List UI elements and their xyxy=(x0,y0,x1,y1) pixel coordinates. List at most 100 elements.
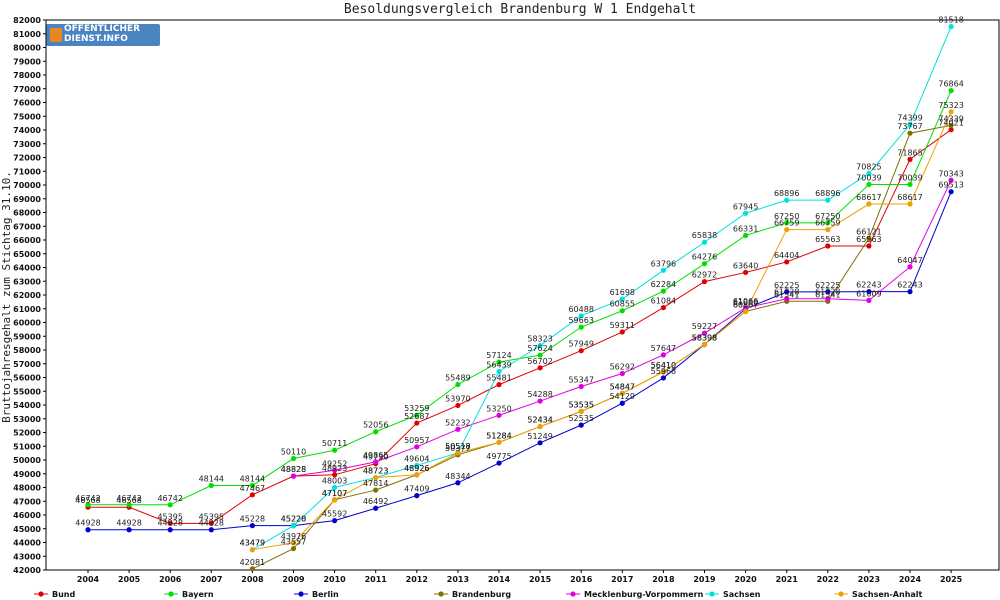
data-point-bund xyxy=(701,279,708,285)
data-label-berlin: 61000 xyxy=(733,298,758,307)
legend-swatch-berlin xyxy=(298,591,304,597)
data-label-sachsen-anhalt: 48723 xyxy=(363,467,388,476)
data-label-bayern: 53259 xyxy=(404,404,429,413)
data-label-sachsen: 49604 xyxy=(404,454,429,463)
data-point-berlin xyxy=(948,189,954,195)
data-point-bund xyxy=(167,520,173,526)
data-label-brandenburg: 42081 xyxy=(240,558,265,567)
data-label-bund: 57949 xyxy=(568,340,593,349)
data-point-bayern xyxy=(496,359,502,365)
logo-line1: OFFENTLICHER xyxy=(64,24,141,34)
data-point-brandenburg xyxy=(866,235,872,241)
y-tick-label: 46000 xyxy=(13,511,41,520)
data-label-sachsen-anhalt: 66759 xyxy=(774,219,799,228)
data-point-bayern xyxy=(126,502,132,508)
data-label-bayern: 52056 xyxy=(363,421,388,430)
data-label-bayern: 76864 xyxy=(938,80,963,89)
y-tick-label: 42000 xyxy=(13,566,41,575)
data-label-bayern: 50711 xyxy=(322,439,347,448)
data-label-mecklenburg-vorpommern: 64047 xyxy=(897,256,922,265)
data-label-mecklenburg-vorpommern: 57647 xyxy=(651,344,676,353)
chart-title: Besoldungsvergleich Brandenburg W 1 Endg… xyxy=(344,2,696,17)
data-point-sachsen-anhalt xyxy=(373,474,379,481)
data-label-bayern: 57624 xyxy=(527,344,552,353)
axes: 42000 43000 44000 45000 46000 47000 48000 49000… xyxy=(13,16,1000,584)
data-label-bund: 65563 xyxy=(815,235,840,244)
data-point-sachsen xyxy=(578,313,584,319)
data-label-bund: 45395 xyxy=(157,512,182,521)
x-tick-label: 2004 xyxy=(77,575,100,584)
data-label-berlin: 48344 xyxy=(445,472,470,481)
y-tick-label: 49000 xyxy=(13,470,41,479)
data-point-mecklenburg-vorpommern xyxy=(414,444,420,450)
data-label-brandenburg: 54847 xyxy=(610,382,635,391)
data-point-sachsen xyxy=(496,368,502,375)
data-label-bund: 55481 xyxy=(486,374,511,383)
y-tick-label: 65000 xyxy=(13,250,41,259)
x-tick-label: 2006 xyxy=(159,575,182,584)
legend-label-sachsen-anhalt: Sachsen-Anhalt xyxy=(852,590,923,599)
data-point-sachsen-anhalt xyxy=(578,408,584,414)
data-point-sachsen xyxy=(825,197,831,203)
data-label-brandenburg: 73767 xyxy=(897,122,922,131)
data-point-bund xyxy=(332,472,338,478)
data-label-bayern: 46742 xyxy=(75,494,100,503)
data-label-mecklenburg-vorpommern: 70343 xyxy=(938,169,963,178)
data-point-mecklenburg-vorpommern xyxy=(290,473,297,479)
data-label-mecklenburg-vorpommern: 56292 xyxy=(610,362,635,371)
data-label-sachsen: 43479 xyxy=(240,539,265,548)
data-point-sachsen-anhalt xyxy=(414,472,420,478)
data-label-berlin: 62225 xyxy=(774,281,799,290)
data-label-bayern: 67250 xyxy=(774,212,799,221)
x-tick-label: 2020 xyxy=(734,575,757,584)
legend-swatch-bayern xyxy=(168,591,174,597)
data-label-sachsen-anhalt: 50518 xyxy=(445,442,470,451)
data-label-mecklenburg-vorpommern: 53250 xyxy=(486,404,511,413)
data-label-brandenburg: 50377 xyxy=(445,444,470,453)
data-label-bund: 48923 xyxy=(322,464,347,473)
data-label-sachsen-anhalt: 68617 xyxy=(897,193,922,202)
x-tick-label: 2007 xyxy=(200,575,222,584)
data-label-bayern: 70039 xyxy=(897,173,922,182)
data-point-bayern xyxy=(208,482,214,489)
data-point-sachsen-anhalt xyxy=(866,201,872,207)
data-label-bund: 47467 xyxy=(240,484,265,493)
data-point-mecklenburg-vorpommern xyxy=(907,264,913,270)
y-tick-label: 52000 xyxy=(13,429,41,438)
y-tick-label: 45000 xyxy=(13,525,41,534)
data-label-bayern: 70039 xyxy=(856,173,881,182)
y-tick-label: 70000 xyxy=(13,181,41,190)
data-point-sachsen xyxy=(907,121,913,128)
data-label-brandenburg: 52434 xyxy=(527,416,552,425)
data-point-berlin xyxy=(619,400,625,406)
data-label-bayern: 59663 xyxy=(568,316,593,325)
data-label-bayern: 62284 xyxy=(651,280,676,289)
data-label-bayern: 67250 xyxy=(815,212,840,221)
data-point-mecklenburg-vorpommern xyxy=(743,305,749,311)
data-point-bayern xyxy=(743,232,749,239)
data-point-sachsen xyxy=(660,267,667,273)
series-line-brandenburg xyxy=(252,124,952,570)
y-tick-label: 58000 xyxy=(13,346,41,355)
data-point-sachsen-anhalt xyxy=(701,341,708,348)
data-label-sachsen-anhalt: 60807 xyxy=(733,300,758,309)
data-label-sachsen-anhalt: 48926 xyxy=(404,464,429,473)
data-label-brandenburg: 53535 xyxy=(568,400,593,409)
data-label-brandenburg: 66121 xyxy=(856,227,881,236)
data-label-berlin: 58398 xyxy=(692,334,717,343)
data-point-sachsen-anhalt xyxy=(290,540,297,546)
data-point-sachsen-anhalt xyxy=(496,439,502,445)
y-tick-label: 79000 xyxy=(13,57,41,66)
data-label-bayern: 48144 xyxy=(240,475,265,484)
logo-icon xyxy=(50,28,62,42)
data-point-mecklenburg-vorpommern xyxy=(948,177,954,183)
data-label-brandenburg: 43557 xyxy=(281,538,306,547)
data-point-sachsen xyxy=(537,342,543,349)
data-point-berlin xyxy=(126,527,132,533)
data-label-brandenburg: 48926 xyxy=(404,464,429,473)
x-tick-label: 2018 xyxy=(652,575,675,584)
data-label-sachsen: 70825 xyxy=(856,163,881,172)
data-label-berlin: 47409 xyxy=(404,485,429,494)
data-label-bund: 53970 xyxy=(445,394,470,403)
data-point-mecklenburg-vorpommern xyxy=(578,383,584,390)
